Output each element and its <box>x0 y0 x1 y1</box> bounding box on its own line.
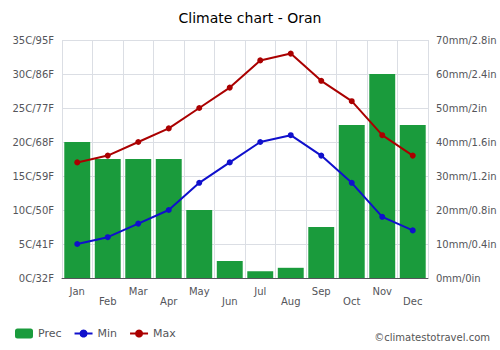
svg-text:Sep: Sep <box>312 286 331 297</box>
svg-text:Nov: Nov <box>372 286 392 297</box>
svg-text:Apr: Apr <box>160 296 178 307</box>
svg-text:Min: Min <box>98 327 118 340</box>
svg-text:50mm/2in: 50mm/2in <box>436 103 487 114</box>
svg-text:Mar: Mar <box>129 286 149 297</box>
svg-text:Feb: Feb <box>99 296 117 307</box>
svg-text:May: May <box>189 286 210 297</box>
svg-text:Aug: Aug <box>281 296 301 307</box>
svg-text:Jul: Jul <box>253 286 266 297</box>
svg-text:15C/59F: 15C/59F <box>12 171 54 182</box>
svg-text:Oct: Oct <box>343 296 360 307</box>
svg-text:©climatestotravel.com: ©climatestotravel.com <box>374 332 490 343</box>
svg-text:70mm/2.8in: 70mm/2.8in <box>436 35 497 46</box>
svg-text:20mm/0.8in: 20mm/0.8in <box>436 205 497 216</box>
svg-text:Jun: Jun <box>221 296 238 307</box>
svg-text:Climate chart - Oran: Climate chart - Oran <box>179 10 322 26</box>
svg-text:Jan: Jan <box>69 286 85 297</box>
svg-text:5C/41F: 5C/41F <box>19 239 54 250</box>
svg-text:25C/77F: 25C/77F <box>12 103 54 114</box>
svg-text:Dec: Dec <box>403 296 422 307</box>
svg-text:30C/86F: 30C/86F <box>12 69 54 80</box>
svg-text:Prec: Prec <box>38 327 62 340</box>
svg-text:10C/50F: 10C/50F <box>12 205 54 216</box>
svg-text:10mm/0.4in: 10mm/0.4in <box>436 239 497 250</box>
svg-text:60mm/2.4in: 60mm/2.4in <box>436 69 497 80</box>
svg-text:Max: Max <box>153 327 176 340</box>
svg-text:0mm/0in: 0mm/0in <box>436 273 481 284</box>
svg-text:0C/32F: 0C/32F <box>19 273 54 284</box>
svg-text:30mm/1.2in: 30mm/1.2in <box>436 171 497 182</box>
svg-text:40mm/1.6in: 40mm/1.6in <box>436 137 497 148</box>
svg-text:20C/68F: 20C/68F <box>12 137 54 148</box>
svg-text:35C/95F: 35C/95F <box>12 35 54 46</box>
